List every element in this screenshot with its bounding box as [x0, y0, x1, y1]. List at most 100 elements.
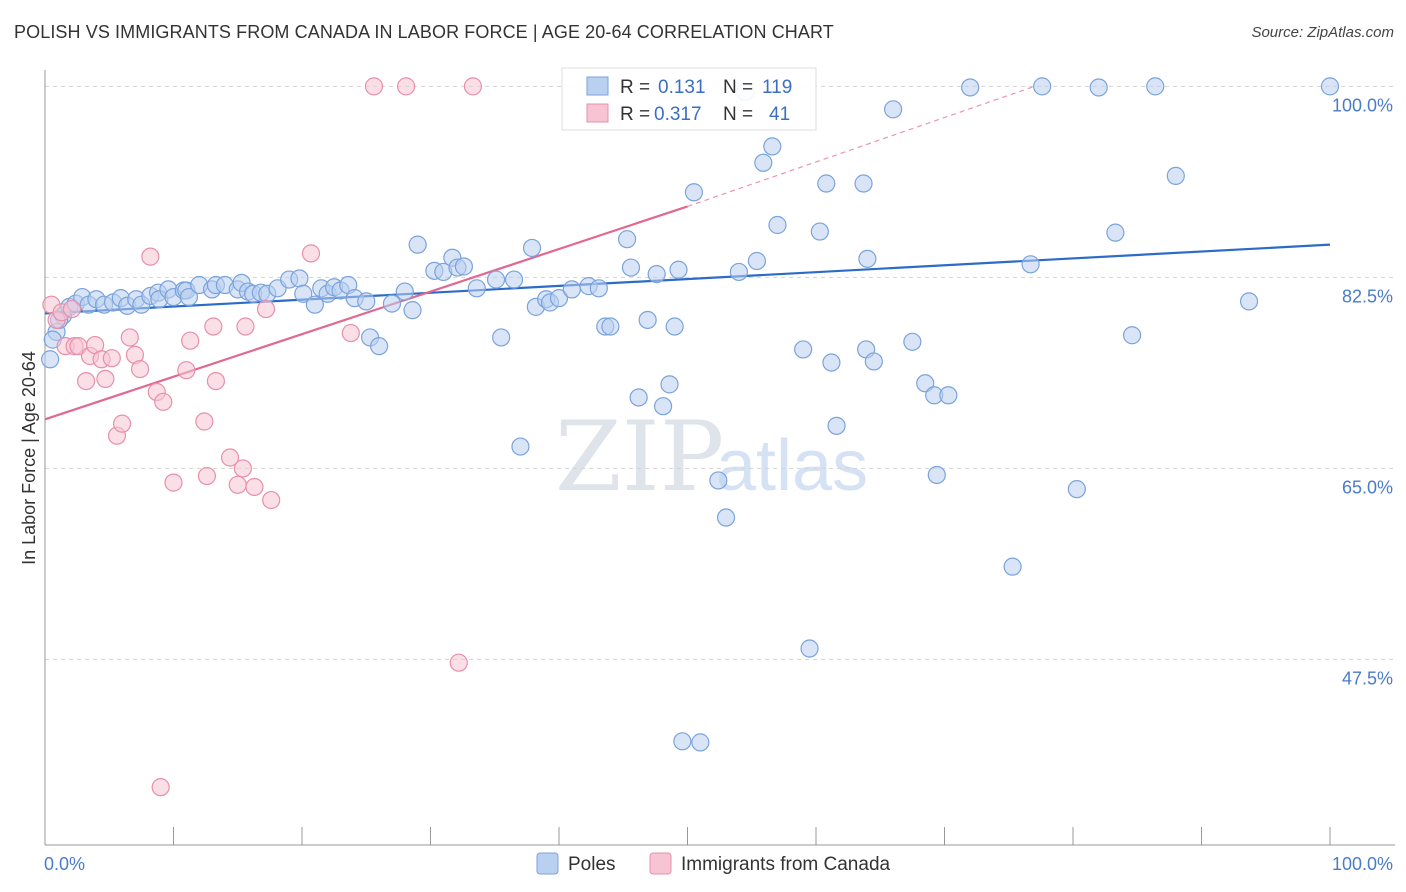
poles-point — [305, 295, 324, 314]
poles-point — [1067, 480, 1086, 499]
canada-point — [396, 77, 416, 96]
poles-point — [290, 269, 309, 288]
poles-n-value: 119 — [762, 77, 792, 98]
watermark-atlas: atlas — [716, 426, 868, 506]
series-immigrants-from-canada — [42, 77, 483, 797]
canada-point — [301, 244, 321, 263]
poles-point — [729, 262, 749, 282]
canada-point — [177, 361, 196, 380]
canada-point — [206, 371, 226, 391]
stats-legend: R = 0.131 N = 119 R = 0.317 N = 41 — [561, 67, 817, 131]
poles-point — [883, 100, 903, 119]
poles-point — [961, 78, 980, 97]
poles-point — [357, 292, 376, 311]
canada-point — [195, 412, 214, 431]
poles-point — [492, 328, 511, 347]
poles-point — [621, 258, 641, 277]
poles-point — [800, 639, 819, 658]
poles-point — [673, 732, 692, 751]
poles-point — [665, 317, 684, 336]
poles-point — [370, 337, 389, 356]
legend-poles-swatch — [536, 852, 559, 875]
poles-point — [467, 279, 486, 298]
poles-point — [939, 386, 958, 405]
x-tick-label: 0.0% — [44, 854, 85, 874]
trend-lines — [44, 85, 1331, 421]
poles-point — [709, 471, 728, 490]
y-tick-label: 47.5% — [1342, 668, 1393, 688]
poles-point — [562, 280, 581, 299]
poles-point — [1089, 78, 1108, 97]
canada-swatch — [586, 103, 609, 123]
canada-trend-line — [44, 205, 688, 421]
poles-point — [647, 265, 666, 284]
legend-canada-label: Immigrants from Canada — [681, 854, 891, 875]
canada-point — [256, 299, 276, 319]
canada-point — [120, 328, 139, 347]
poles-point — [747, 251, 766, 271]
canada-r-label: R = — [620, 104, 650, 125]
poles-point — [1146, 77, 1165, 96]
poles-point — [408, 235, 427, 254]
poles-point — [684, 183, 704, 202]
canada-point — [220, 448, 240, 467]
poles-point — [827, 416, 846, 435]
canada-point — [96, 369, 115, 389]
canada-r-value: 0.317 — [654, 104, 702, 125]
poles-point — [903, 332, 922, 351]
poles-point — [1320, 77, 1340, 96]
poles-trend-line — [44, 243, 1331, 315]
watermark-zip: ZIP — [555, 401, 724, 513]
series-poles — [41, 77, 1340, 752]
poles-point — [382, 294, 402, 313]
poles-point — [589, 279, 608, 298]
canada-point — [364, 77, 384, 96]
legend-poles-label: Poles — [568, 854, 616, 875]
canada-point — [204, 317, 223, 336]
canada-point — [181, 331, 200, 350]
canada-point — [154, 392, 173, 411]
canada-point — [102, 349, 121, 368]
poles-r-value: 0.131 — [658, 77, 706, 98]
poles-point — [454, 257, 474, 276]
poles-point — [618, 230, 637, 249]
canada-point — [112, 414, 132, 433]
poles-swatch — [586, 76, 609, 96]
canada-n-label: N = — [723, 104, 753, 125]
canada-n-value: 41 — [769, 104, 790, 125]
canada-point — [236, 317, 255, 336]
poles-point — [754, 153, 773, 172]
canada-point — [141, 247, 160, 266]
poles-point — [511, 437, 530, 456]
poles-point — [1033, 77, 1052, 96]
poles-point — [395, 282, 414, 301]
poles-point — [179, 287, 199, 307]
source-credit: Source: ZipAtlas.com — [1251, 24, 1394, 41]
poles-point — [768, 215, 787, 235]
axes — [44, 70, 1395, 846]
y-tick-label: 82.5% — [1342, 286, 1393, 306]
poles-n-label: N = — [723, 77, 753, 98]
poles-point — [822, 353, 841, 372]
poles-r-label: R = — [620, 77, 650, 98]
legend-canada-swatch — [649, 852, 672, 875]
canada-point — [197, 466, 217, 486]
canada-point — [228, 475, 247, 494]
poles-point — [1166, 166, 1185, 185]
chart-title: POLISH VS IMMIGRANTS FROM CANADA IN LABO… — [14, 22, 834, 42]
bottom-legend: Poles Immigrants from Canada — [536, 852, 891, 875]
poles-point — [716, 508, 736, 527]
canada-point — [341, 323, 360, 343]
poles-point — [294, 284, 313, 303]
poles-point — [1003, 557, 1022, 576]
poles-point — [817, 174, 836, 193]
poles-point — [601, 317, 620, 336]
poles-point — [854, 174, 873, 193]
canada-point — [233, 459, 252, 478]
poles-point — [629, 388, 648, 407]
poles-point — [638, 310, 657, 330]
canada-trend-extension — [687, 85, 1035, 208]
gridlines — [45, 85, 1395, 660]
poles-point — [669, 260, 688, 279]
